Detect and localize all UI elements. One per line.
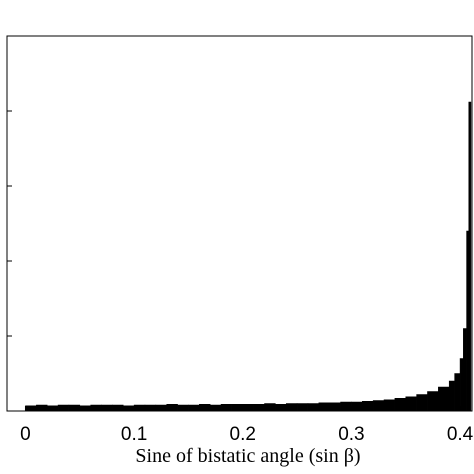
bar [372, 400, 385, 412]
bar [383, 399, 396, 412]
bar [296, 403, 309, 412]
bar [133, 404, 146, 412]
x-axis-label: Sine of bistatic angle (sin β) [135, 445, 360, 467]
bar [188, 404, 200, 412]
bar [57, 404, 70, 412]
plot-frame [6, 35, 473, 412]
bar [459, 358, 464, 412]
bar [362, 401, 374, 412]
bar [68, 404, 81, 412]
bar [253, 404, 265, 412]
x-tick-label: 0 [20, 424, 31, 445]
bar [454, 373, 461, 412]
bar [112, 404, 124, 412]
bar [466, 230, 469, 412]
bar [468, 101, 472, 412]
x-tick-label: 0.4 [447, 424, 474, 445]
bar [25, 405, 37, 412]
bar [275, 404, 287, 412]
bar [220, 404, 233, 412]
bar [285, 403, 298, 412]
bar [36, 404, 48, 412]
bar [101, 404, 113, 412]
bar [231, 404, 244, 412]
bar [177, 404, 189, 412]
bar [405, 396, 417, 412]
bar [46, 405, 59, 412]
bar [340, 401, 352, 412]
bar [416, 394, 428, 412]
bar [242, 404, 254, 412]
bar [329, 402, 341, 412]
bar [123, 405, 135, 412]
bar [90, 404, 102, 412]
bar [463, 328, 467, 412]
bar [144, 404, 157, 412]
bar [79, 405, 91, 412]
bar [351, 401, 363, 412]
bar [264, 403, 276, 412]
bar [394, 398, 406, 412]
bar [166, 404, 178, 412]
x-tick-label: 0.3 [338, 424, 364, 445]
bar [318, 402, 330, 412]
bar [199, 404, 211, 412]
bar [448, 380, 455, 412]
bar [438, 386, 450, 412]
bar [307, 403, 320, 412]
x-tick-label: 0.2 [230, 424, 256, 445]
bar [209, 404, 222, 412]
bar [427, 391, 439, 412]
bar [155, 404, 167, 412]
x-tick-label: 0.1 [121, 424, 147, 445]
